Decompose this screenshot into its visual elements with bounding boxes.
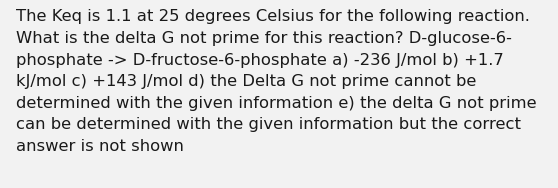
Text: The Keq is 1.1 at 25 degrees Celsius for the following reaction.
What is the del: The Keq is 1.1 at 25 degrees Celsius for… <box>16 9 536 154</box>
